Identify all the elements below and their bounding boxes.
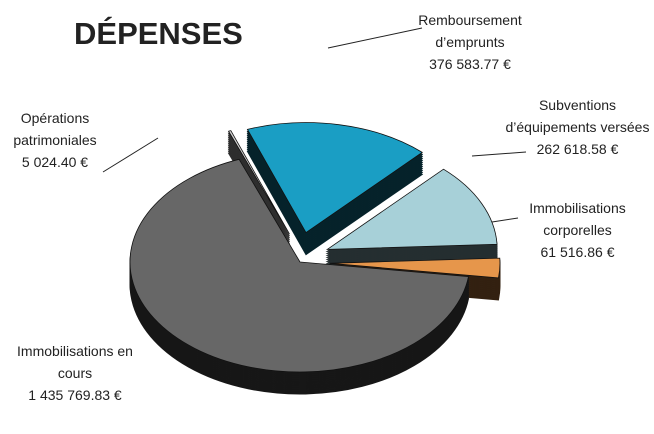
value-label: 262 618.58 € [536, 141, 619, 157]
data-label: Remboursement d’emprunts 376 583.77 € [405, 9, 535, 75]
data-label: Immobilisations corporelles 61 516.86 € [510, 197, 645, 263]
value-label: 1 435 769.83 € [28, 387, 122, 403]
data-label: Opérations patrimoniales 5 024.40 € [0, 107, 110, 173]
category-label: Opérations patrimoniales [13, 110, 97, 148]
data-label: Immobilisations en cours 1 435 769.83 € [10, 340, 140, 406]
value-label: 376 583.77 € [429, 56, 511, 72]
slice [329, 257, 501, 279]
leader-line [102, 137, 159, 173]
slice [246, 122, 423, 234]
slice [129, 158, 469, 373]
data-label: Subventions d’équipements versées 262 618… [500, 94, 654, 160]
leader-line [471, 151, 527, 157]
category-label: Subventions d’équipements versées [505, 97, 650, 135]
value-label: 61 516.86 € [540, 244, 615, 260]
category-label: Remboursement d’emprunts [418, 12, 522, 50]
category-label: Immobilisations en cours [17, 343, 133, 381]
value-label: 5 024.40 € [21, 154, 89, 170]
slice [227, 130, 290, 235]
leader-line [491, 217, 519, 223]
chart-title: DÉPENSES [74, 16, 243, 51]
category-label: Immobilisations corporelles [529, 200, 626, 238]
leader-line [327, 27, 423, 49]
slice [325, 168, 498, 250]
